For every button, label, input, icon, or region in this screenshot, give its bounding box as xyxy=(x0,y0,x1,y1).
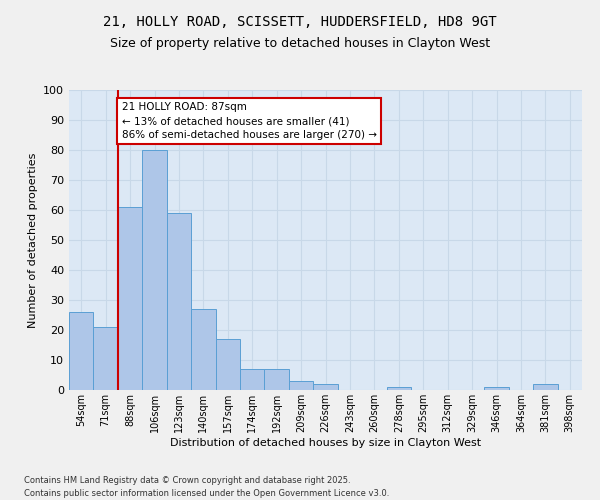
Bar xyxy=(386,387,411,390)
Bar xyxy=(94,327,118,390)
Bar xyxy=(240,369,265,390)
Bar xyxy=(69,312,94,390)
Bar xyxy=(142,150,167,390)
Bar xyxy=(167,213,191,390)
Bar xyxy=(215,339,240,390)
Bar xyxy=(265,369,289,390)
Bar xyxy=(118,207,142,390)
Bar xyxy=(289,381,313,390)
Bar xyxy=(533,384,557,390)
Text: Size of property relative to detached houses in Clayton West: Size of property relative to detached ho… xyxy=(110,38,490,51)
Bar xyxy=(484,387,509,390)
Bar xyxy=(313,384,338,390)
Y-axis label: Number of detached properties: Number of detached properties xyxy=(28,152,38,328)
Text: 21 HOLLY ROAD: 87sqm
← 13% of detached houses are smaller (41)
86% of semi-detac: 21 HOLLY ROAD: 87sqm ← 13% of detached h… xyxy=(122,102,377,140)
Bar xyxy=(191,309,215,390)
Text: 21, HOLLY ROAD, SCISSETT, HUDDERSFIELD, HD8 9GT: 21, HOLLY ROAD, SCISSETT, HUDDERSFIELD, … xyxy=(103,15,497,29)
Text: Contains HM Land Registry data © Crown copyright and database right 2025.
Contai: Contains HM Land Registry data © Crown c… xyxy=(24,476,389,498)
X-axis label: Distribution of detached houses by size in Clayton West: Distribution of detached houses by size … xyxy=(170,438,481,448)
